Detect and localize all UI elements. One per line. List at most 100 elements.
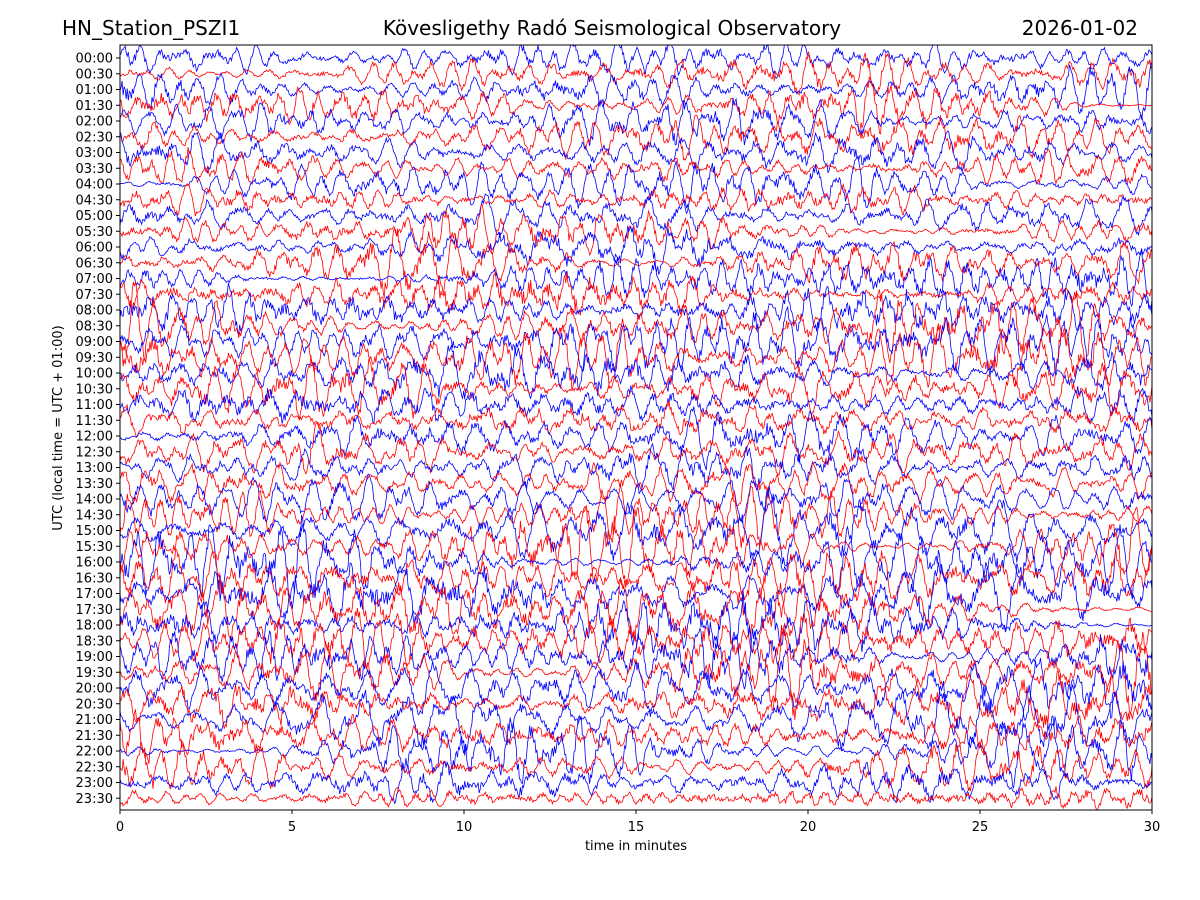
y-tick-label: 18:00 <box>76 619 113 634</box>
y-axis-label: UTC (local time = UTC + 01:00) <box>51 325 66 530</box>
trace-1100 <box>120 385 1152 425</box>
y-tick-label: 02:30 <box>76 130 113 145</box>
trace-0330 <box>120 147 1152 186</box>
y-tick-label: 14:00 <box>76 493 113 508</box>
y-tick-label: 08:30 <box>76 319 113 334</box>
trace-1400 <box>120 473 1152 524</box>
trace-0200 <box>120 97 1152 146</box>
y-tick-label: 15:30 <box>76 540 113 555</box>
trace-1430 <box>120 484 1152 548</box>
trace-2130 <box>120 709 1152 764</box>
y-tick-label: 14:30 <box>76 508 113 523</box>
x-tick-label: 30 <box>1144 820 1161 835</box>
seismogram-traces <box>120 45 1152 810</box>
y-tick-label: 03:00 <box>76 146 113 161</box>
y-tick-label: 21:30 <box>76 729 113 744</box>
y-tick-label: 10:00 <box>76 367 113 382</box>
trace-1700 <box>120 562 1152 633</box>
y-tick-label: 04:00 <box>76 178 113 193</box>
y-tick-label: 01:30 <box>76 99 113 114</box>
trace-0300 <box>120 130 1152 175</box>
y-tick-label: 17:00 <box>76 587 113 602</box>
trace-1500 <box>120 485 1152 567</box>
trace-0230 <box>120 114 1152 161</box>
trace-1600 <box>120 514 1152 610</box>
trace-0930 <box>120 323 1152 391</box>
x-axis: 0 5 10 15 20 25 30 <box>116 810 1160 835</box>
x-tick-label: 25 <box>972 820 989 835</box>
trace-2000 <box>120 657 1152 722</box>
y-tick-label: 07:00 <box>76 272 113 287</box>
y-tick-label: 10:30 <box>76 382 113 397</box>
trace-0830 <box>120 281 1152 367</box>
y-tick-label: 23:30 <box>76 792 113 807</box>
x-tick-label: 15 <box>628 820 645 835</box>
y-tick-label: 00:30 <box>76 67 113 82</box>
y-tick-label: 01:00 <box>76 83 113 98</box>
y-tick-label: 03:30 <box>76 162 113 177</box>
y-tick-label: 20:00 <box>76 682 113 697</box>
trace-2100 <box>120 680 1152 754</box>
y-tick-label: 19:00 <box>76 650 113 665</box>
y-tick-label: 21:00 <box>76 713 113 728</box>
y-tick-label: 19:30 <box>76 666 113 681</box>
trace-0900 <box>120 306 1152 378</box>
x-tick-label: 10 <box>456 820 473 835</box>
trace-0430 <box>120 182 1152 217</box>
trace-0500 <box>120 193 1152 239</box>
y-tick-label: 11:30 <box>76 414 113 429</box>
trace-0730 <box>120 271 1152 316</box>
trace-2330 <box>120 786 1152 810</box>
y-tick-label: 23:00 <box>76 776 113 791</box>
trace-0400 <box>120 156 1152 215</box>
y-tick-label: 07:30 <box>76 288 113 303</box>
trace-2230 <box>120 738 1152 792</box>
y-tick-label: 13:00 <box>76 461 113 476</box>
y-tick-label: 09:00 <box>76 335 113 350</box>
y-tick-label: 16:00 <box>76 556 113 571</box>
y-tick-label: 04:30 <box>76 193 113 208</box>
y-tick-label: 16:30 <box>76 571 113 586</box>
y-tick-label: 12:00 <box>76 430 113 445</box>
station-name: HN_Station_PSZI1 <box>62 16 241 40</box>
y-tick-label: 06:30 <box>76 256 113 271</box>
x-tick-label: 5 <box>288 820 296 835</box>
trace-0700 <box>120 249 1152 310</box>
y-tick-label: 05:30 <box>76 225 113 240</box>
trace-1300 <box>120 442 1152 495</box>
y-tick-label: 09:30 <box>76 351 113 366</box>
y-tick-label: 06:00 <box>76 241 113 256</box>
trace-1900 <box>120 626 1152 690</box>
y-tick-label: 00:00 <box>76 52 113 67</box>
trace-2030 <box>120 669 1152 730</box>
y-tick-label: 18:30 <box>76 634 113 649</box>
y-axis: 00:0000:3001:0001:3002:0002:3003:0003:30… <box>76 52 120 807</box>
y-tick-label: 13:30 <box>76 477 113 492</box>
y-tick-label: 11:00 <box>76 398 113 413</box>
plot-frame <box>119 44 1153 811</box>
y-tick-label: 12:30 <box>76 445 113 460</box>
trace-1230 <box>120 421 1152 476</box>
trace-0600 <box>120 225 1152 275</box>
trace-0530 <box>120 204 1152 257</box>
y-tick-label: 08:00 <box>76 304 113 319</box>
trace-1630 <box>120 547 1152 618</box>
trace-0630 <box>120 228 1152 299</box>
trace-0100 <box>120 62 1152 120</box>
record-date: 2026-01-02 <box>1021 16 1138 40</box>
x-axis-label: time in minutes <box>585 839 687 854</box>
trace-1030 <box>120 355 1152 421</box>
trace-0030 <box>120 51 1152 98</box>
trace-0000 <box>120 45 1152 79</box>
y-tick-label: 05:00 <box>76 209 113 224</box>
y-tick-label: 15:00 <box>76 524 113 539</box>
trace-1730 <box>120 576 1152 642</box>
trace-1530 <box>120 504 1152 588</box>
observatory-title: Kövesligethy Radó Seismological Observat… <box>382 16 842 40</box>
y-tick-label: 22:30 <box>76 760 113 775</box>
trace-1130 <box>120 400 1152 439</box>
y-tick-label: 17:30 <box>76 603 113 618</box>
x-tick-label: 0 <box>116 820 124 835</box>
y-tick-label: 02:00 <box>76 115 113 130</box>
